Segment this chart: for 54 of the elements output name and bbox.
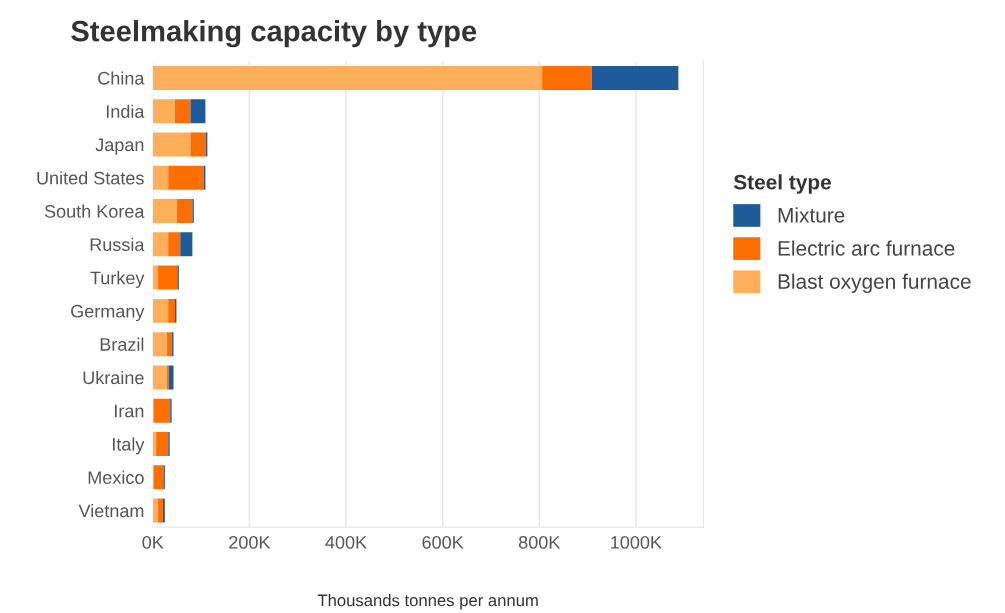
bar [166, 332, 173, 357]
bar [152, 199, 177, 224]
bar [168, 298, 175, 323]
x-tick-label: 200K [229, 535, 271, 549]
bar [152, 265, 159, 290]
bar [152, 132, 191, 157]
bar [153, 398, 171, 423]
y-tick-label: Germany [71, 304, 145, 322]
bar [168, 232, 181, 257]
y-tick-label: China [98, 71, 145, 85]
bar [156, 432, 169, 456]
x-tick-label: 1000K [611, 535, 662, 549]
bar [153, 465, 164, 490]
legend-label: Electric arc furnace [778, 240, 955, 256]
bar [174, 99, 191, 124]
y-tick-label: Russia [90, 237, 145, 252]
legend-label: Blast oxygen furnace [778, 273, 971, 294]
bar [152, 298, 169, 323]
bar [180, 232, 193, 257]
x-tick-label: 0K [142, 535, 164, 549]
y-tick-label: Brazil [100, 337, 144, 351]
bar [152, 332, 167, 357]
y-tick-label: Italy [112, 437, 145, 455]
bar [190, 132, 206, 157]
bar [542, 65, 592, 90]
bar [591, 65, 679, 90]
chart-title: Steelmaking capacity by type [71, 20, 477, 48]
y-tick-label: India [106, 104, 145, 118]
x-tick-label: 600K [422, 535, 464, 549]
legend-label: Mixture [778, 207, 845, 223]
y-tick-label: Iran [114, 404, 144, 418]
bar [176, 199, 193, 224]
y-tick-label: Ukraine [83, 370, 144, 385]
bar [152, 165, 169, 190]
y-tick-label: Turkey [90, 271, 145, 288]
bar [152, 99, 175, 124]
x-tick-label: 400K [325, 535, 367, 549]
legend-title: Steel type [733, 174, 831, 194]
bar [152, 498, 159, 523]
y-tick-label: United States [37, 171, 144, 185]
x-tick-label: 800K [518, 535, 561, 549]
y-tick-label: Japan [95, 138, 144, 155]
y-tick-label: South Korea [44, 204, 145, 218]
bar [168, 165, 204, 190]
bar [158, 265, 178, 290]
y-tick-label: Mexico [88, 470, 144, 484]
bar [168, 365, 174, 390]
bar [190, 99, 206, 124]
bar [152, 232, 169, 257]
x-axis-title: Thousands tonnes per annum [317, 594, 538, 610]
bar [158, 498, 163, 523]
bar [152, 65, 543, 90]
bar [152, 365, 167, 390]
y-tick-label: Vietnam [78, 504, 144, 518]
